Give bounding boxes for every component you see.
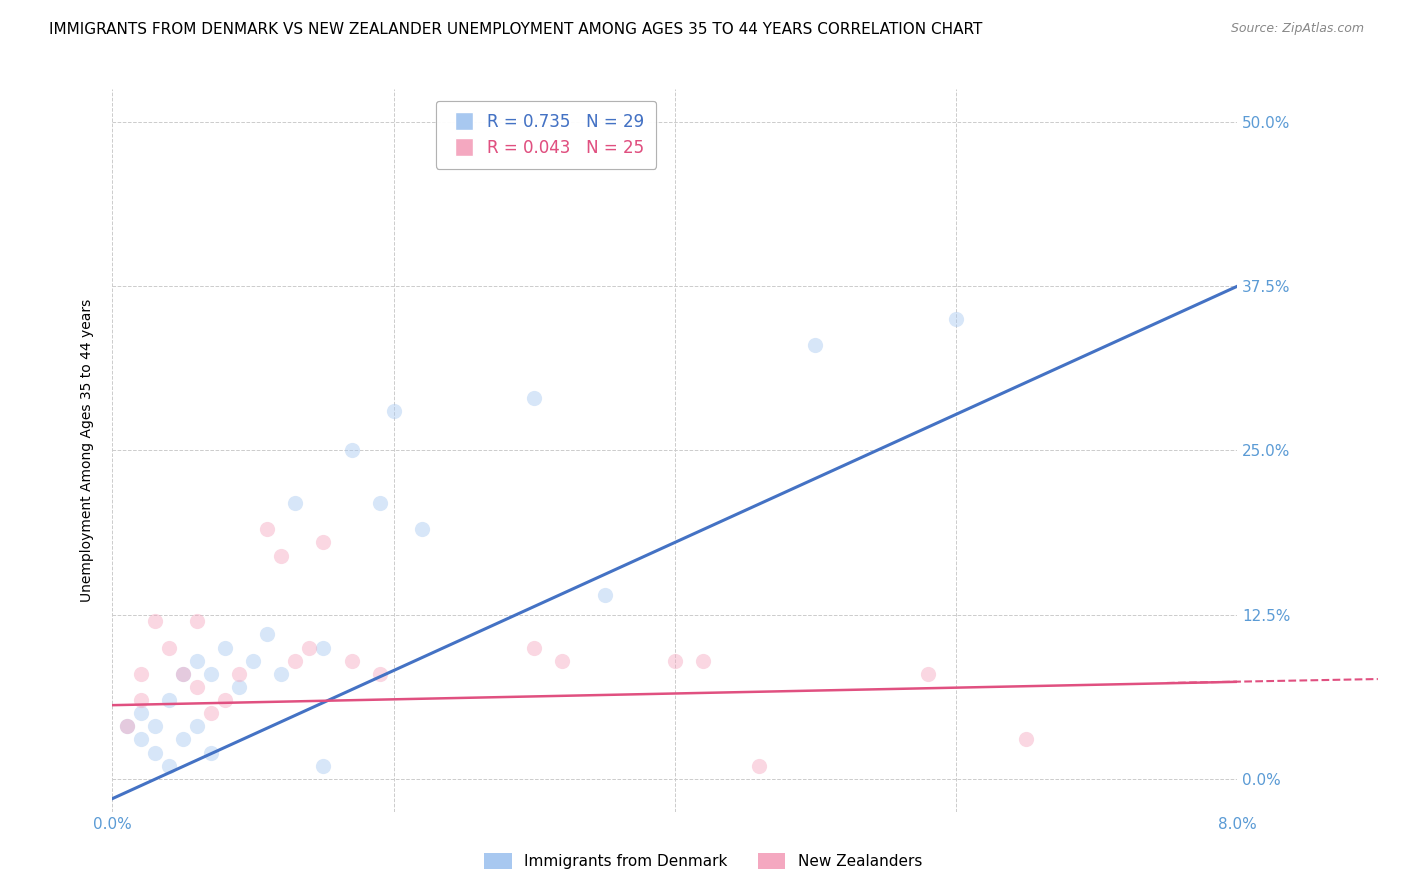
Point xyxy=(157,693,180,707)
Point xyxy=(228,680,250,694)
Point xyxy=(804,338,827,352)
Point xyxy=(298,640,321,655)
Point xyxy=(115,719,138,733)
Point xyxy=(664,654,686,668)
Point xyxy=(228,666,250,681)
Point xyxy=(214,693,236,707)
Point xyxy=(368,666,391,681)
Point xyxy=(157,758,180,772)
Point xyxy=(270,666,292,681)
Point xyxy=(411,522,433,536)
Point xyxy=(214,640,236,655)
Point xyxy=(157,640,180,655)
Point xyxy=(129,693,152,707)
Point xyxy=(284,496,307,510)
Point xyxy=(382,404,405,418)
Point xyxy=(270,549,292,563)
Point xyxy=(368,496,391,510)
Point xyxy=(172,666,194,681)
Point xyxy=(186,614,208,628)
Point xyxy=(551,654,574,668)
Point xyxy=(748,758,770,772)
Point xyxy=(945,312,967,326)
Point xyxy=(129,732,152,747)
Point xyxy=(143,746,166,760)
Point xyxy=(186,719,208,733)
Point xyxy=(284,654,307,668)
Point xyxy=(129,666,152,681)
Point xyxy=(200,666,222,681)
Legend: Immigrants from Denmark, New Zealanders: Immigrants from Denmark, New Zealanders xyxy=(478,847,928,875)
Point xyxy=(593,588,616,602)
Point xyxy=(692,654,714,668)
Point xyxy=(312,535,335,549)
Legend: R = 0.735   N = 29, R = 0.043   N = 25: R = 0.735 N = 29, R = 0.043 N = 25 xyxy=(436,101,657,169)
Point xyxy=(129,706,152,721)
Point xyxy=(340,654,363,668)
Point xyxy=(143,614,166,628)
Point xyxy=(523,391,546,405)
Point xyxy=(312,640,335,655)
Text: Source: ZipAtlas.com: Source: ZipAtlas.com xyxy=(1230,22,1364,36)
Point xyxy=(172,732,194,747)
Point xyxy=(186,680,208,694)
Point xyxy=(1015,732,1038,747)
Point xyxy=(143,719,166,733)
Point xyxy=(312,758,335,772)
Point xyxy=(340,443,363,458)
Point xyxy=(256,522,278,536)
Text: IMMIGRANTS FROM DENMARK VS NEW ZEALANDER UNEMPLOYMENT AMONG AGES 35 TO 44 YEARS : IMMIGRANTS FROM DENMARK VS NEW ZEALANDER… xyxy=(49,22,983,37)
Y-axis label: Unemployment Among Ages 35 to 44 years: Unemployment Among Ages 35 to 44 years xyxy=(80,299,94,602)
Point xyxy=(186,654,208,668)
Point xyxy=(200,706,222,721)
Point xyxy=(200,746,222,760)
Point xyxy=(256,627,278,641)
Point xyxy=(115,719,138,733)
Point xyxy=(172,666,194,681)
Point xyxy=(917,666,939,681)
Point xyxy=(523,640,546,655)
Point xyxy=(242,654,264,668)
